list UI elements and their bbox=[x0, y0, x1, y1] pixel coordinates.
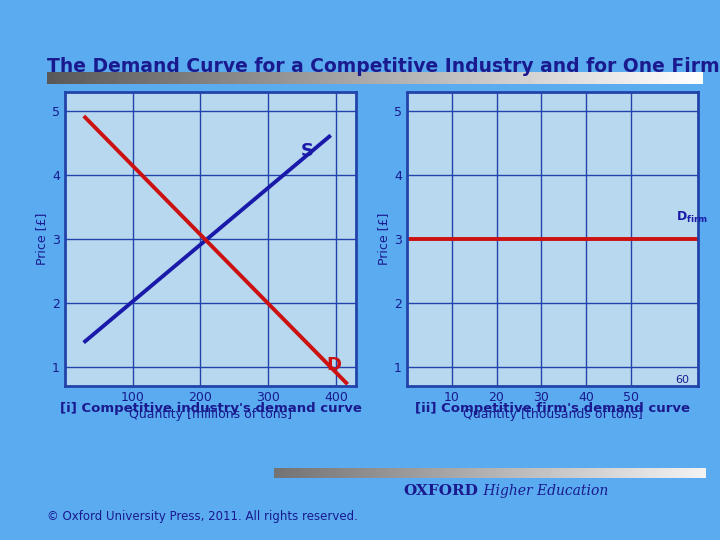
X-axis label: Quantity [thousands of tons]: Quantity [thousands of tons] bbox=[463, 408, 642, 421]
Text: [i] Competitive industry's demand curve: [i] Competitive industry's demand curve bbox=[60, 402, 361, 415]
Text: S: S bbox=[301, 142, 314, 160]
X-axis label: Quantity [millions of tons]: Quantity [millions of tons] bbox=[129, 408, 292, 421]
Text: 60: 60 bbox=[675, 375, 690, 385]
Text: The Demand Curve for a Competitive Industry and for One Firm: The Demand Curve for a Competitive Indus… bbox=[47, 57, 719, 76]
Text: $\mathbf{D}_{\mathbf{firm}}$: $\mathbf{D}_{\mathbf{firm}}$ bbox=[676, 210, 708, 225]
Text: D: D bbox=[326, 356, 341, 374]
Text: [ii] Competitive firm's demand curve: [ii] Competitive firm's demand curve bbox=[415, 402, 690, 415]
Text: OXFORD: OXFORD bbox=[403, 484, 478, 498]
Y-axis label: Price [£]: Price [£] bbox=[377, 213, 390, 265]
Y-axis label: Price [£]: Price [£] bbox=[35, 213, 48, 265]
Text: Higher Education: Higher Education bbox=[479, 484, 608, 498]
Text: © Oxford University Press, 2011. All rights reserved.: © Oxford University Press, 2011. All rig… bbox=[47, 510, 358, 523]
